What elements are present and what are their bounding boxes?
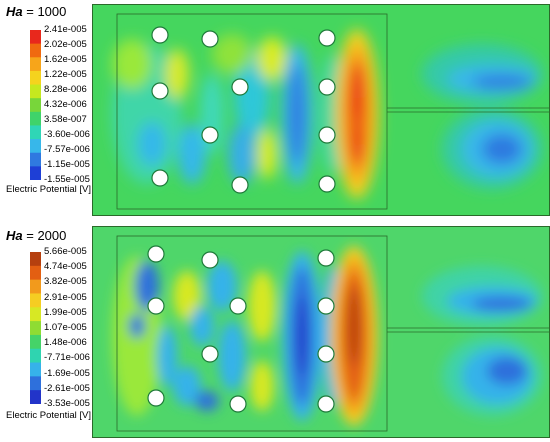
legend-tick-label: 1.07e-005: [44, 322, 87, 333]
legend-tick-label: -1.15e-005: [44, 159, 90, 170]
legend-tick-label: 4.74e-005: [44, 261, 87, 273]
legend-swatch: [30, 84, 41, 99]
legend-swatch: [30, 321, 41, 336]
legend-swatch: [30, 111, 41, 126]
legend-swatch: [30, 166, 41, 180]
legend-tick-label: -7.57e-006: [44, 144, 90, 155]
panel-ha-1000: Ha = 1000 2.41e-005 2.02e-005 1.62e-005 1.2…: [0, 0, 550, 220]
legend-swatch: [30, 307, 41, 322]
legend-swatch: [30, 362, 41, 377]
legend-tick-label: 4.32e-006: [44, 99, 87, 110]
legend-swatch: [30, 70, 41, 86]
legend-swatch: [30, 348, 41, 364]
legend-tick-label: 1.48e-006: [44, 337, 87, 349]
legend-tick-label: -3.60e-006: [44, 129, 90, 140]
legend-colorbar: [30, 30, 41, 180]
legend-swatch: [30, 98, 41, 113]
legend-tick-label: 3.82e-005: [44, 276, 87, 288]
panel-ha-2000: Ha = 2000 5.66e-005 4.74e-005 3.82e-005 2.9…: [0, 222, 550, 442]
legend-swatch: [30, 43, 41, 58]
panel-title: Ha = 1000: [6, 4, 67, 19]
legend-tick-label: -1.69e-005: [44, 367, 90, 379]
legend-swatch: [30, 30, 41, 45]
contour-plot: [92, 4, 550, 216]
legend-swatch: [30, 293, 41, 308]
legend-tick-label: 1.62e-005: [44, 54, 87, 65]
legend-tick-label: 1.22e-005: [44, 69, 87, 80]
legend-colorbar: [30, 252, 41, 404]
legend-title: Electric Potential [V]: [6, 184, 92, 195]
legend-swatch: [30, 152, 41, 167]
legend-swatch: [30, 334, 41, 350]
legend-tick-label: -2.61e-005: [44, 382, 90, 394]
contour-plot: [92, 226, 550, 438]
legend-tick-label: 2.41e-005: [44, 24, 87, 35]
legend-tick-label: 2.91e-005: [44, 291, 87, 303]
legend-swatch: [30, 390, 41, 404]
legend-tick-label: -1.55e-005: [44, 174, 90, 185]
legend-swatch: [30, 57, 41, 72]
legend-tick-label: 5.66e-005: [44, 246, 87, 257]
legend-tick-label: 1.99e-005: [44, 306, 87, 318]
legend-swatch: [30, 252, 41, 267]
legend-swatch: [30, 265, 41, 281]
legend-tick-label: 3.58e-007: [44, 114, 87, 125]
legend-swatch: [30, 376, 41, 391]
legend-tick-label: -3.53e-005: [44, 398, 90, 409]
legend-tick-label: -7.71e-006: [44, 352, 90, 364]
legend-swatch: [30, 125, 41, 140]
legend-tick-label: 8.28e-006: [44, 84, 87, 95]
legend-swatch: [30, 139, 41, 154]
legend-tick-label: 2.02e-005: [44, 39, 87, 50]
legend-title: Electric Potential [V]: [6, 410, 92, 421]
panel-title: Ha = 2000: [6, 228, 67, 243]
legend-swatch: [30, 279, 41, 294]
